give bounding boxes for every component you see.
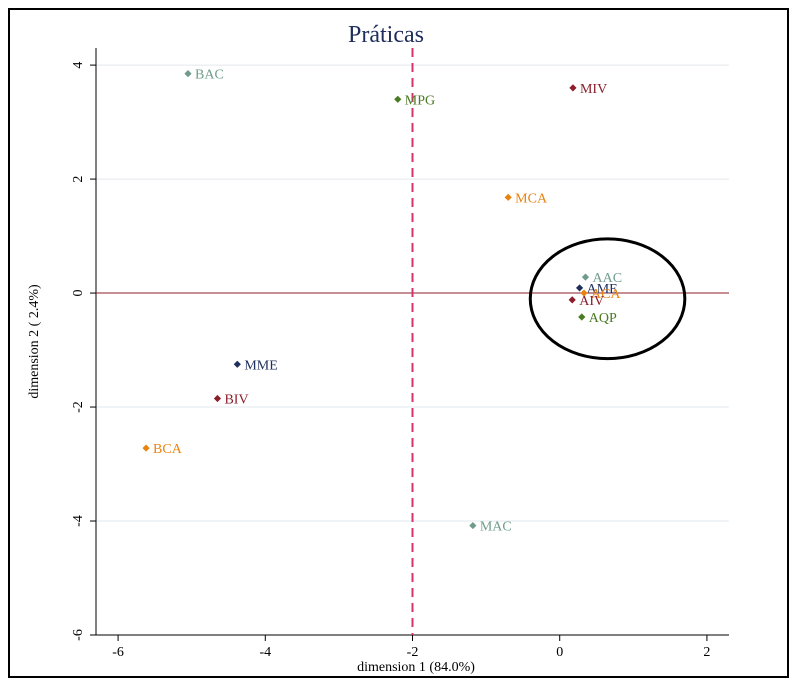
point-label-aqp: AQP bbox=[589, 311, 617, 326]
x-tick-label: -6 bbox=[112, 645, 124, 660]
point-label-aiv: AIV bbox=[579, 294, 604, 309]
point-marker-aiv bbox=[568, 296, 576, 304]
point-marker-bac bbox=[184, 70, 192, 78]
scatter-chart: Práticas dimension 2 ( 2.4%) dimension 1… bbox=[27, 22, 729, 675]
point-marker-miv bbox=[569, 84, 577, 92]
point-marker-biv bbox=[213, 394, 222, 403]
y-axis-label: dimension 2 ( 2.4%) bbox=[27, 284, 42, 399]
y-tick-label: 2 bbox=[71, 176, 86, 183]
point-marker-aac bbox=[581, 273, 590, 281]
chart-title: Práticas bbox=[348, 22, 424, 48]
point-label-ame: AME bbox=[587, 282, 618, 297]
y-tick-label: -4 bbox=[71, 515, 86, 527]
point-marker-mca bbox=[504, 193, 512, 201]
point-label-miv: MIV bbox=[580, 82, 607, 97]
chart-frame: Práticas dimension 2 ( 2.4%) dimension 1… bbox=[8, 8, 789, 678]
point-marker-aqp bbox=[578, 313, 586, 321]
point-marker-mac bbox=[469, 521, 477, 530]
y-tick-label: -6 bbox=[71, 629, 86, 641]
point-label-mca: MCA bbox=[515, 191, 548, 206]
point-marker-mpg bbox=[394, 95, 402, 103]
point-label-biv: BIV bbox=[224, 392, 248, 407]
y-tick-label: 0 bbox=[71, 290, 86, 297]
y-tick-label: 4 bbox=[71, 62, 86, 69]
y-tick-label: -2 bbox=[71, 401, 86, 413]
point-label-mpg: MPG bbox=[405, 93, 435, 108]
highlight-circle bbox=[528, 237, 687, 361]
x-tick-label: -2 bbox=[407, 645, 419, 660]
x-tick-label: 2 bbox=[703, 645, 710, 660]
plot-area: -6 -4 -2 0 2 -6 -4 -2 0 2 4 BAC MPG MIV MCA AACAMEACAAI… bbox=[71, 48, 729, 660]
x-tick-label: -4 bbox=[259, 645, 271, 660]
point-marker-ame bbox=[575, 284, 584, 292]
point-label-bca: BCA bbox=[153, 442, 183, 457]
x-axis-label: dimension 1 (84.0%) bbox=[357, 660, 475, 675]
point-label-mac: MAC bbox=[480, 520, 512, 535]
point-label-mme: MME bbox=[244, 358, 277, 373]
point-label-aca: ACA bbox=[591, 287, 621, 302]
point-label-aac: AAC bbox=[592, 271, 622, 286]
point-marker-aca bbox=[580, 289, 588, 297]
x-tick-label: 0 bbox=[556, 645, 563, 660]
point-label-bac: BAC bbox=[195, 68, 224, 83]
point-marker-bca bbox=[142, 444, 150, 452]
point-marker-mme bbox=[233, 360, 241, 368]
